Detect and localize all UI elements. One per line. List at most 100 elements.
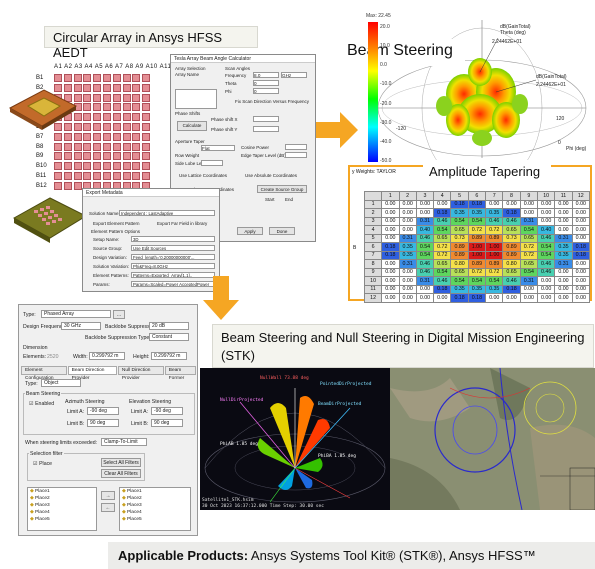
weight-cell[interactable]: 0.00 — [381, 216, 400, 226]
use-absolute-radio[interactable]: Use Absolute Coordinates — [245, 173, 298, 178]
when-exceeded-select[interactable]: Clamp-To-Limit — [101, 438, 147, 446]
solution-variation-select[interactable]: Phi&Freq=8.0GHz — [131, 263, 215, 269]
weight-cell[interactable]: 0.00 — [398, 276, 417, 286]
weight-cell[interactable]: 0.72 — [519, 242, 539, 252]
weight-cell[interactable]: 0.00 — [433, 199, 452, 209]
weight-cell[interactable]: 0.00 — [536, 284, 556, 294]
weight-cell[interactable]: 0.18 — [467, 199, 487, 209]
list-item[interactable]: ◆ Place1 — [120, 488, 190, 495]
frequency-input[interactable]: 8.0 — [253, 72, 279, 78]
apply-button[interactable]: Apply — [237, 227, 263, 235]
weight-cell[interactable]: 0.46 — [536, 267, 556, 277]
weight-cell[interactable]: 0.00 — [554, 216, 573, 226]
weight-cell[interactable]: 0.00 — [554, 293, 573, 303]
weight-cell[interactable]: 0.40 — [536, 225, 556, 235]
weight-cell[interactable]: 0.46 — [415, 267, 435, 277]
weight-cell[interactable]: 0.00 — [485, 199, 504, 209]
weight-cell[interactable]: 0.00 — [554, 208, 573, 218]
weight-cell[interactable]: 0.54 — [415, 242, 435, 252]
weight-cell[interactable]: 0.65 — [502, 267, 521, 277]
weight-cell[interactable]: 0.65 — [502, 225, 521, 235]
weight-cell[interactable]: 0.00 — [536, 208, 556, 218]
weight-cell[interactable]: 0.46 — [536, 233, 556, 243]
export-element-checkbox[interactable]: Export Element Pattern — [93, 221, 140, 226]
stk-tab[interactable]: Beam Direction Provider — [67, 366, 117, 381]
weight-cell[interactable]: 0.54 — [450, 216, 469, 226]
stk-3d-scene[interactable]: NullDirProjected NullWall 73.88 deg Poin… — [200, 368, 390, 510]
weight-cell[interactable]: 0.72 — [433, 250, 452, 260]
weight-cell[interactable]: 0.31 — [398, 259, 417, 269]
weight-cell[interactable]: 0.89 — [485, 259, 504, 269]
weight-cell[interactable]: 0.00 — [571, 199, 591, 209]
taper-type-select[interactable]: Flat — [201, 145, 235, 151]
weight-cell[interactable]: 0.31 — [398, 233, 417, 243]
weight-cell[interactable]: 0.00 — [415, 199, 435, 209]
assigned-objects-list[interactable]: ◆ Place1 ◆ Place2 ◆ Place3 ◆ Place4 ◆ Place5 — [119, 487, 191, 531]
weight-cell[interactable]: 0.89 — [450, 242, 469, 252]
weight-cell[interactable]: 0.00 — [571, 284, 591, 294]
stk-map-view[interactable] — [390, 368, 595, 510]
weight-cell[interactable]: 1.00 — [467, 242, 487, 252]
weight-cell[interactable]: 0.35 — [398, 242, 417, 252]
weight-cell[interactable]: 0.80 — [450, 259, 469, 269]
weight-cell[interactable]: 0.89 — [485, 233, 504, 243]
weight-cell[interactable]: 0.18 — [571, 242, 591, 252]
weight-cell[interactable]: 0.89 — [467, 259, 487, 269]
el-limit-b-input[interactable]: 90 deg — [151, 419, 183, 427]
weight-cell[interactable]: 0.31 — [554, 233, 573, 243]
weight-cell[interactable]: 0.89 — [450, 250, 469, 260]
weight-cell[interactable]: 0.31 — [519, 216, 539, 226]
stk-tab[interactable]: Element Configuration — [21, 366, 67, 381]
weight-cell[interactable]: 1.00 — [485, 242, 504, 252]
cosine-power-input[interactable] — [285, 144, 307, 150]
weight-cell[interactable]: 0.46 — [502, 216, 521, 226]
weight-cell[interactable]: 0.00 — [415, 284, 435, 294]
list-item[interactable]: ◆ Place3 — [120, 502, 190, 509]
weight-cell[interactable]: 0.00 — [519, 293, 539, 303]
weight-cell[interactable]: 0.00 — [571, 293, 591, 303]
weight-cell[interactable]: 0.54 — [536, 250, 556, 260]
phase-shift-x-input[interactable] — [253, 116, 279, 122]
list-item[interactable]: ◆ Place3 — [28, 502, 96, 509]
weight-cell[interactable]: 0.72 — [485, 267, 504, 277]
fix-scan-checkbox[interactable]: Fix Scan Direction Versus Frequency — [235, 99, 310, 104]
frequency-unit-select[interactable]: GHz — [281, 72, 307, 78]
weight-cell[interactable]: 0.00 — [519, 199, 539, 209]
weight-cell[interactable]: 0.35 — [554, 250, 573, 260]
weight-cell[interactable]: 0.35 — [467, 284, 487, 294]
weight-cell[interactable]: 0.00 — [381, 199, 400, 209]
export-far-field-checkbox[interactable]: Export Far Field in library — [157, 221, 208, 226]
weight-cell[interactable]: 0.18 — [381, 242, 400, 252]
backlobe-suppression-input[interactable]: 20 dB — [149, 322, 189, 330]
weight-cell[interactable]: 0.31 — [415, 216, 435, 226]
weight-cell[interactable]: 0.46 — [433, 216, 452, 226]
enabled-checkbox[interactable]: ☑ Enabled — [29, 401, 55, 407]
weight-cell[interactable]: 0.35 — [467, 208, 487, 218]
design-variation-select[interactable]: Feed_length='0.20000000000'... — [131, 254, 215, 260]
weight-cell[interactable]: 0.18 — [467, 293, 487, 303]
theta-input[interactable]: 0 — [253, 80, 279, 86]
weight-cell[interactable]: 0.72 — [467, 267, 487, 277]
available-objects-list[interactable]: ◆ Place1 ◆ Place2 ◆ Place3 ◆ Place4 ◆ Place5 — [27, 487, 97, 531]
weight-cell[interactable]: 0.00 — [519, 208, 539, 218]
list-item[interactable]: ◆ Place5 — [120, 516, 190, 523]
weight-cell[interactable]: 0.00 — [381, 259, 400, 269]
weight-cell[interactable]: 0.65 — [433, 259, 452, 269]
list-item[interactable]: ◆ Place5 — [28, 516, 96, 523]
weight-cell[interactable]: 0.00 — [571, 225, 591, 235]
weight-cell[interactable]: 0.00 — [398, 284, 417, 294]
element-patterns-select[interactable]: Patterns=Exported_Array[1,1].. — [131, 272, 215, 278]
stk-type2-select[interactable]: Object — [41, 379, 81, 387]
weight-cell[interactable]: 0.54 — [450, 276, 469, 286]
solution-name-select[interactable]: Independent : LastAdaptive — [119, 210, 215, 216]
select-all-filters-button[interactable]: Select All Filters — [101, 458, 141, 467]
weight-cell[interactable]: 0.35 — [485, 284, 504, 294]
weight-cell[interactable]: 0.46 — [485, 216, 504, 226]
weight-cell[interactable]: 1.00 — [485, 250, 504, 260]
phi-input[interactable]: 0 — [253, 88, 279, 94]
weight-cell[interactable]: 0.00 — [415, 293, 435, 303]
calculate-button[interactable]: Calculate — [177, 121, 207, 131]
clear-all-filters-button[interactable]: Clear All Filters — [101, 469, 141, 478]
source-group-select[interactable]: Use Edit Sources — [131, 245, 215, 251]
stk-tab[interactable]: Null Direction Provider — [117, 366, 164, 381]
